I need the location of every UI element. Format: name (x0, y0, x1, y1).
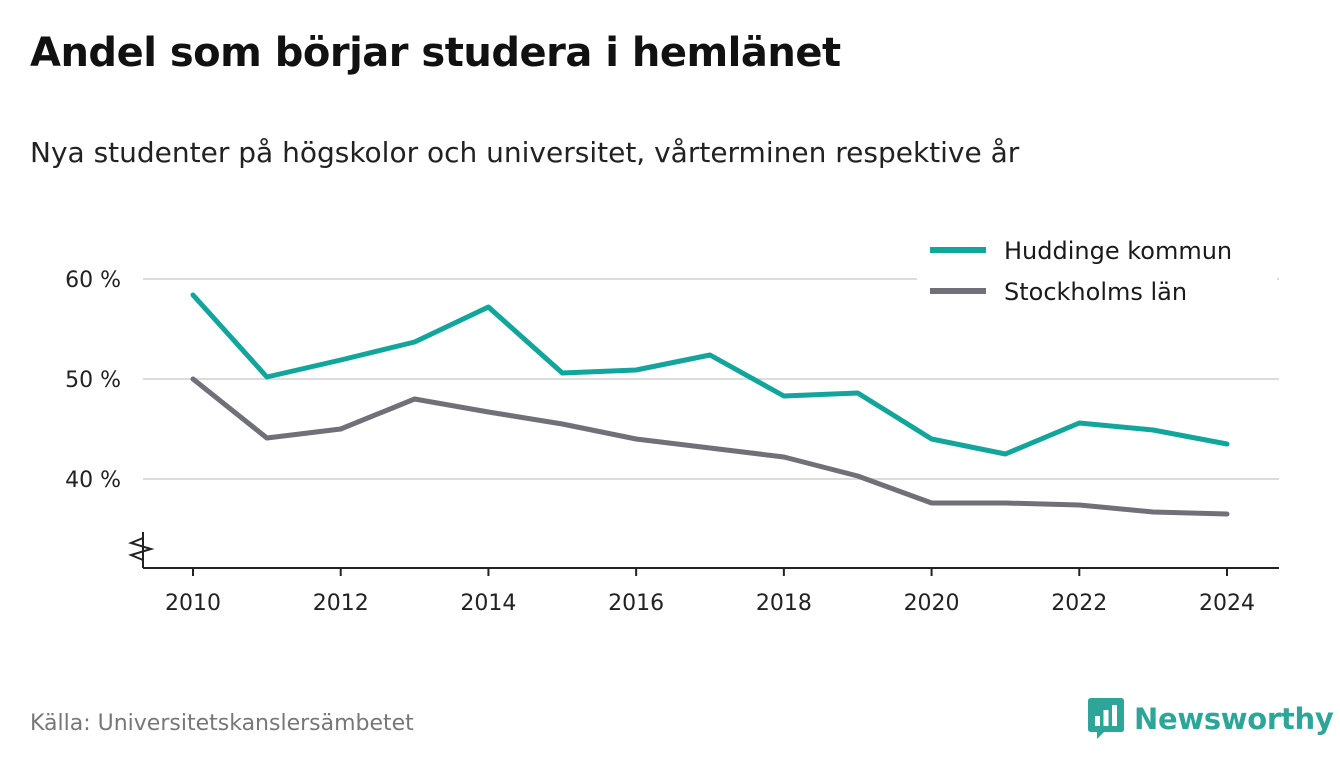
x-tick-label: 2016 (608, 591, 664, 616)
chart-subtitle: Nya studenter på högskolor och universit… (30, 136, 1020, 169)
x-tick-label: 2014 (460, 591, 516, 616)
x-tick-label: 2010 (165, 591, 221, 616)
x-tick-label: 2024 (1199, 591, 1255, 616)
y-tick-label: 60 % (65, 268, 121, 293)
line-chart: 40 % 50 % 60 % 2010 2012 2014 2016 2018 2020 2022… (65, 230, 1279, 616)
x-tick-label: 2018 (756, 591, 812, 616)
y-tick-label: 50 % (65, 368, 121, 393)
legend-label: Stockholms län (1004, 278, 1187, 306)
axes: 40 % 50 % 60 % 2010 2012 2014 2016 2018 2020 2022… (65, 268, 1279, 616)
series-line-stockholms-lan (190, 376, 1230, 517)
series-lines (190, 292, 1230, 517)
x-tick-label: 2012 (313, 591, 369, 616)
legend-background (917, 230, 1277, 314)
axis-break-icon (128, 537, 155, 561)
legend-label: Huddinge kommun (1004, 237, 1232, 265)
brand-name: Newsworthy (1134, 702, 1334, 736)
y-tick-label: 40 % (65, 468, 121, 493)
x-tick-label: 2020 (904, 591, 960, 616)
newsworthy-logo-icon (1088, 698, 1124, 739)
series-line-huddinge-kommun (190, 292, 1230, 457)
x-tick-label: 2022 (1051, 591, 1107, 616)
brand-logo: Newsworthy (1088, 698, 1334, 740)
source-note: Källa: Universitetskanslersämbetet (30, 711, 414, 736)
legend: Huddinge kommun Stockholms län (917, 230, 1277, 314)
chart-title: Andel som börjar studera i hemlänet (30, 30, 841, 76)
